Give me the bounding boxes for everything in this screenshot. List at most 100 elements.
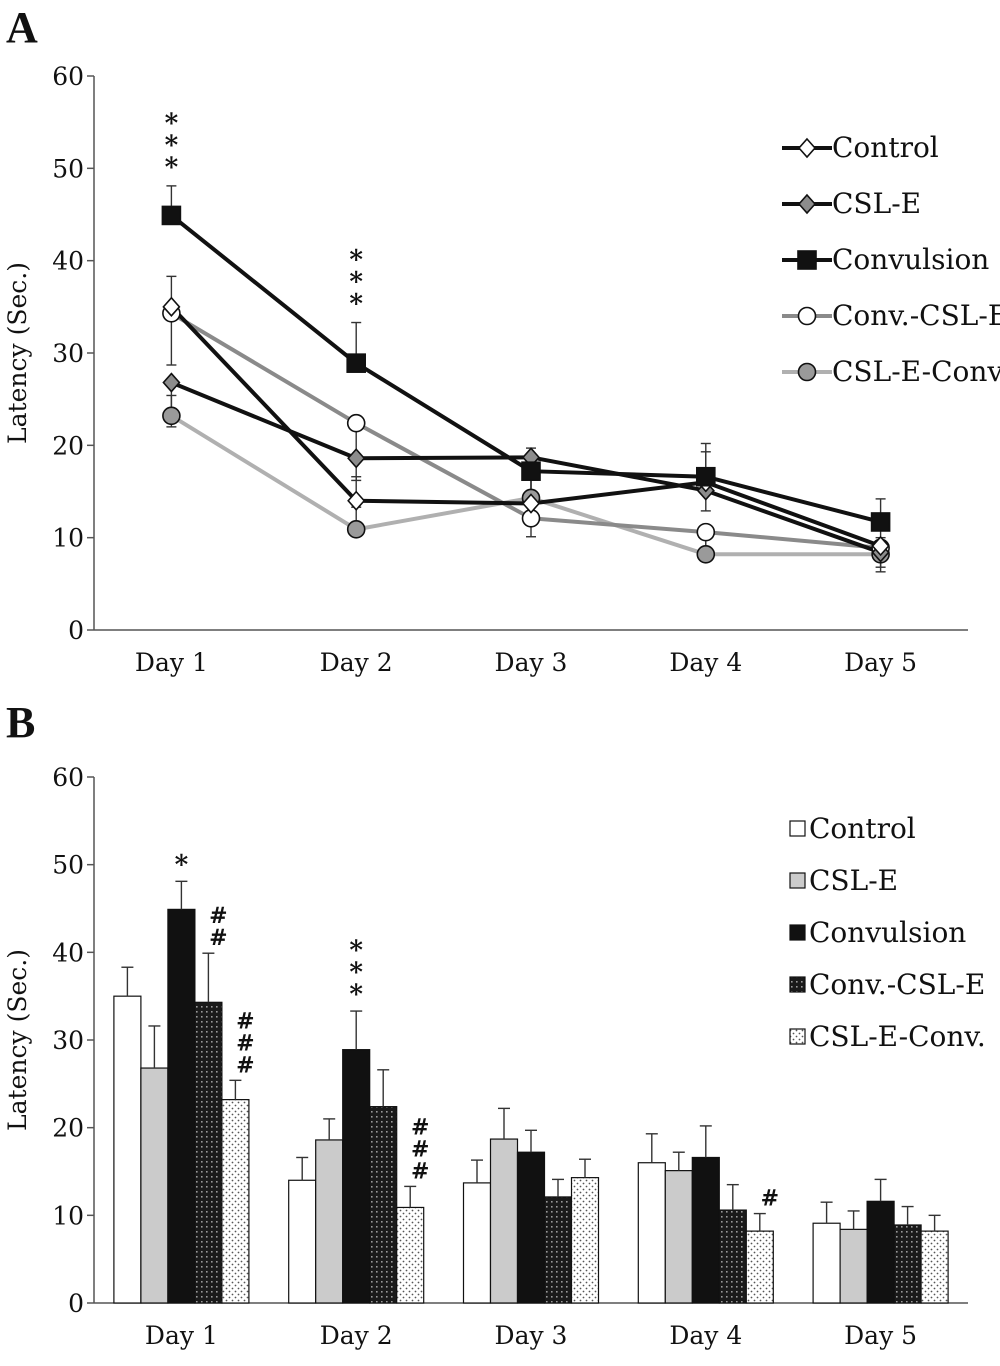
significance-marker: # bbox=[236, 1052, 254, 1078]
legend-marker-control bbox=[797, 137, 817, 159]
panel-a-tick-labels: 0 10 20 30 40 50 60 Day 1 Day 2 Day 3 Day 4 Day 5 bbox=[52, 62, 917, 677]
data-point-convulsion bbox=[521, 461, 541, 481]
legend-marker-csl-e-conv bbox=[797, 362, 817, 382]
bar-convulsion bbox=[866, 1200, 895, 1304]
data-point-conv-csl-e bbox=[346, 413, 366, 433]
legend-label-conv-csl-e: Conv.-CSL-E bbox=[809, 968, 985, 1001]
bar-csl-e bbox=[839, 1228, 868, 1304]
panel-b-x-tick-label: Day 5 bbox=[844, 1321, 917, 1350]
panel-b-label: B bbox=[6, 698, 35, 747]
significance-marker: # bbox=[236, 1030, 254, 1056]
legend-swatch-csl-e bbox=[789, 872, 806, 889]
panel-a-x-tick-label: Day 1 bbox=[135, 648, 208, 677]
panel-b-x-tick-label: Day 3 bbox=[495, 1321, 568, 1350]
bar-conv-csl-e bbox=[893, 1224, 922, 1304]
bar-conv-csl-e bbox=[718, 1209, 747, 1304]
panel-a-y-tick-label: 60 bbox=[52, 62, 84, 91]
legend-swatch-convulsion bbox=[789, 924, 806, 941]
panel-a-y-tick-label: 40 bbox=[52, 247, 84, 276]
bar-control bbox=[637, 1162, 666, 1304]
panel-a-x-tick-label: Day 2 bbox=[320, 648, 393, 677]
data-point-convulsion bbox=[346, 353, 367, 373]
significance-marker: # bbox=[209, 925, 227, 951]
panel-b-bar-chart: B Latency (Sec.) 0 10 20 30 40 50 60 Day 1 Day 2… bbox=[3, 698, 986, 1350]
significance-marker: # bbox=[411, 1114, 429, 1140]
bar-control bbox=[462, 1182, 492, 1304]
bar-csl-e-conv bbox=[221, 1099, 250, 1304]
panel-a-y-tick-label: 0 bbox=[68, 616, 84, 645]
bar-control bbox=[113, 995, 142, 1304]
significance-marker: * bbox=[349, 246, 363, 276]
legend-label-convulsion: Convulsion bbox=[809, 916, 966, 949]
data-point-convulsion bbox=[695, 466, 716, 487]
panel-b-legend: Control CSL-E Convulsion Conv.-CSL-E CSL-E-C… bbox=[789, 812, 986, 1053]
legend-label-csl-e: CSL-E bbox=[809, 864, 898, 897]
bar-csl-e bbox=[489, 1138, 519, 1304]
legend-label-convulsion: Convulsion bbox=[832, 243, 989, 276]
panel-a-markers bbox=[161, 205, 891, 564]
panel-a-y-tick-label: 50 bbox=[52, 154, 84, 183]
significance-marker: * bbox=[175, 850, 189, 880]
panel-b-error-bars bbox=[121, 880, 941, 1232]
panel-a-x-tick-label: Day 3 bbox=[495, 648, 568, 677]
series-line-csl-e-conv bbox=[170, 414, 881, 557]
legend-label-csl-e: CSL-E bbox=[832, 187, 921, 220]
data-point-control bbox=[347, 490, 366, 511]
data-point-convulsion bbox=[161, 205, 182, 226]
significance-marker: # bbox=[236, 1008, 254, 1034]
bar-control bbox=[288, 1179, 317, 1304]
panel-b-y-tick-label: 10 bbox=[52, 1201, 84, 1230]
panel-b-x-tick-label: Day 4 bbox=[669, 1321, 742, 1350]
data-point-control bbox=[162, 296, 181, 318]
significance-marker: # bbox=[411, 1158, 429, 1184]
legend-marker-conv-csl-e bbox=[797, 306, 817, 326]
legend-swatch-conv-csl-e bbox=[789, 976, 806, 993]
data-point-conv-csl-e bbox=[696, 522, 716, 542]
legend-label-control: Control bbox=[832, 131, 939, 164]
data-point-convulsion bbox=[870, 512, 891, 532]
significance-marker: # bbox=[761, 1186, 779, 1212]
panel-b-y-tick-label: 50 bbox=[52, 851, 84, 880]
legend-label-conv-csl-e: Conv.-CSL-E bbox=[832, 299, 1000, 332]
bar-csl-e-conv bbox=[570, 1177, 600, 1304]
panel-a-y-tick-label: 20 bbox=[52, 431, 84, 460]
legend-label-csl-e-conv: CSL-E-Conv. bbox=[809, 1020, 986, 1053]
significance-marker: * bbox=[349, 290, 363, 320]
panel-b-tick-labels: 0 10 20 30 40 50 60 Day 1 Day 2 Day 3 Day 4 Day 5 bbox=[52, 763, 917, 1350]
bar-convulsion bbox=[691, 1156, 720, 1304]
legend-swatch-csl-e-conv bbox=[789, 1028, 806, 1045]
data-point-csl-e bbox=[347, 448, 366, 469]
significance-marker: # bbox=[411, 1136, 429, 1162]
data-point-csl-e bbox=[162, 372, 181, 393]
legend-swatch-control bbox=[789, 820, 806, 837]
bar-conv-csl-e bbox=[543, 1196, 573, 1304]
data-point-csl-e-conv bbox=[696, 544, 716, 564]
panel-a-x-tick-label: Day 4 bbox=[669, 648, 742, 677]
significance-marker: # bbox=[209, 903, 227, 929]
bar-control bbox=[812, 1222, 841, 1304]
bar-csl-e-conv bbox=[396, 1206, 425, 1304]
bar-csl-e-conv bbox=[920, 1230, 949, 1304]
panel-a-legend: Control CSL-E Convulsion Conv.-CSL-E CSL-E-C… bbox=[782, 131, 1000, 388]
legend-label-csl-e-conv: CSL-E-Conv. bbox=[832, 355, 1000, 388]
significance-marker: * bbox=[349, 980, 363, 1010]
bar-conv-csl-e bbox=[194, 1001, 223, 1304]
significance-marker: * bbox=[349, 936, 363, 966]
data-point-control bbox=[871, 535, 890, 557]
panel-b-x-tick-label: Day 1 bbox=[145, 1321, 218, 1350]
panel-a-x-tick-label: Day 5 bbox=[844, 648, 917, 677]
bar-conv-csl-e bbox=[369, 1106, 398, 1304]
legend-label-control: Control bbox=[809, 812, 916, 845]
legend-marker-csl-e bbox=[797, 193, 817, 215]
data-point-csl-e-conv bbox=[162, 406, 181, 426]
data-point-control bbox=[521, 493, 541, 514]
bar-csl-e bbox=[664, 1170, 693, 1304]
significance-marker: * bbox=[165, 109, 179, 139]
panel-b-annotations: *#####***#### bbox=[175, 850, 779, 1211]
panel-b-y-tick-label: 40 bbox=[52, 938, 84, 967]
panel-b-x-tick-label: Day 2 bbox=[320, 1321, 393, 1350]
panel-b-y-tick-label: 30 bbox=[52, 1026, 84, 1055]
bar-convulsion bbox=[342, 1049, 371, 1304]
significance-marker: * bbox=[349, 268, 363, 298]
